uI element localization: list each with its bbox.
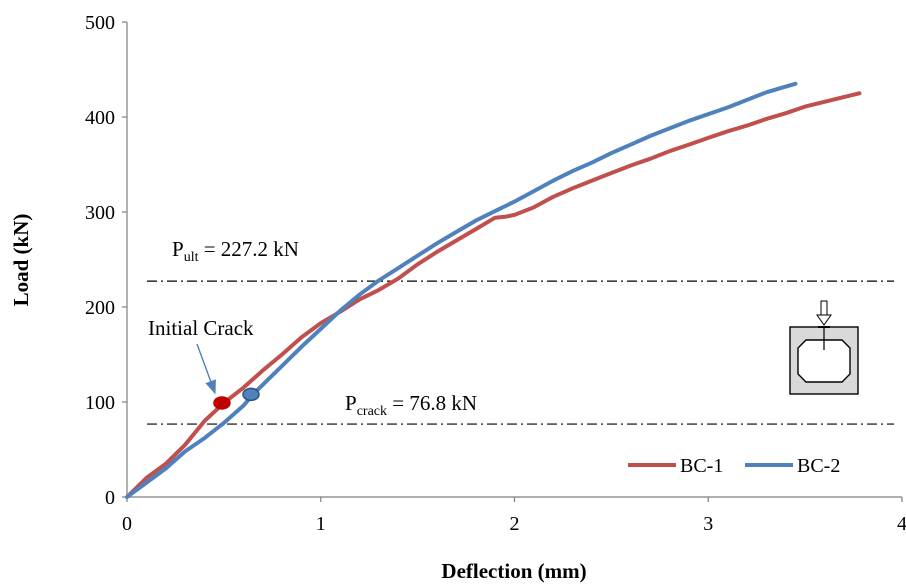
legend-label-bc-2: BC-2 [797,455,840,477]
legend: BC-1 BC-2 [628,455,840,477]
y-tick-label: 100 [85,392,115,414]
y-tick-label: 200 [85,297,115,319]
p-ult-label: Pult = 227.2 kN [172,237,299,265]
x-axis-title: Deflection (mm) [441,559,586,583]
y-tick-label: 300 [85,202,115,224]
x-tick-labels: 0 1 2 3 4 [122,497,906,535]
y-axis-title: Load (kN) [9,214,33,307]
initial-crack-label: Initial Crack [148,316,254,340]
series-line-bc-1 [125,91,862,499]
series-line-bc-2 [125,81,798,499]
crack-markers [213,387,260,410]
crack-marker-bc-2 [242,387,260,402]
p-crack-label: Pcrack = 76.8 kN [345,391,477,419]
x-tick-label: 2 [510,513,520,535]
y-tick-labels: 0 100 200 300 400 500 [85,12,127,509]
reference-lines [147,280,894,425]
y-tick-label: 0 [105,487,115,509]
initial-crack-arrow [196,343,216,395]
legend-label-bc-1: BC-1 [680,455,723,477]
x-tick-label: 4 [897,513,906,535]
x-tick-label: 3 [703,513,713,535]
y-tick-label: 500 [85,12,115,34]
box-girder-cross-section-icon [789,300,859,395]
y-tick-label: 400 [85,107,115,129]
series-group [125,81,862,499]
x-tick-label: 1 [316,513,326,535]
x-tick-label: 0 [122,513,132,535]
crack-marker-bc-1 [213,396,231,410]
